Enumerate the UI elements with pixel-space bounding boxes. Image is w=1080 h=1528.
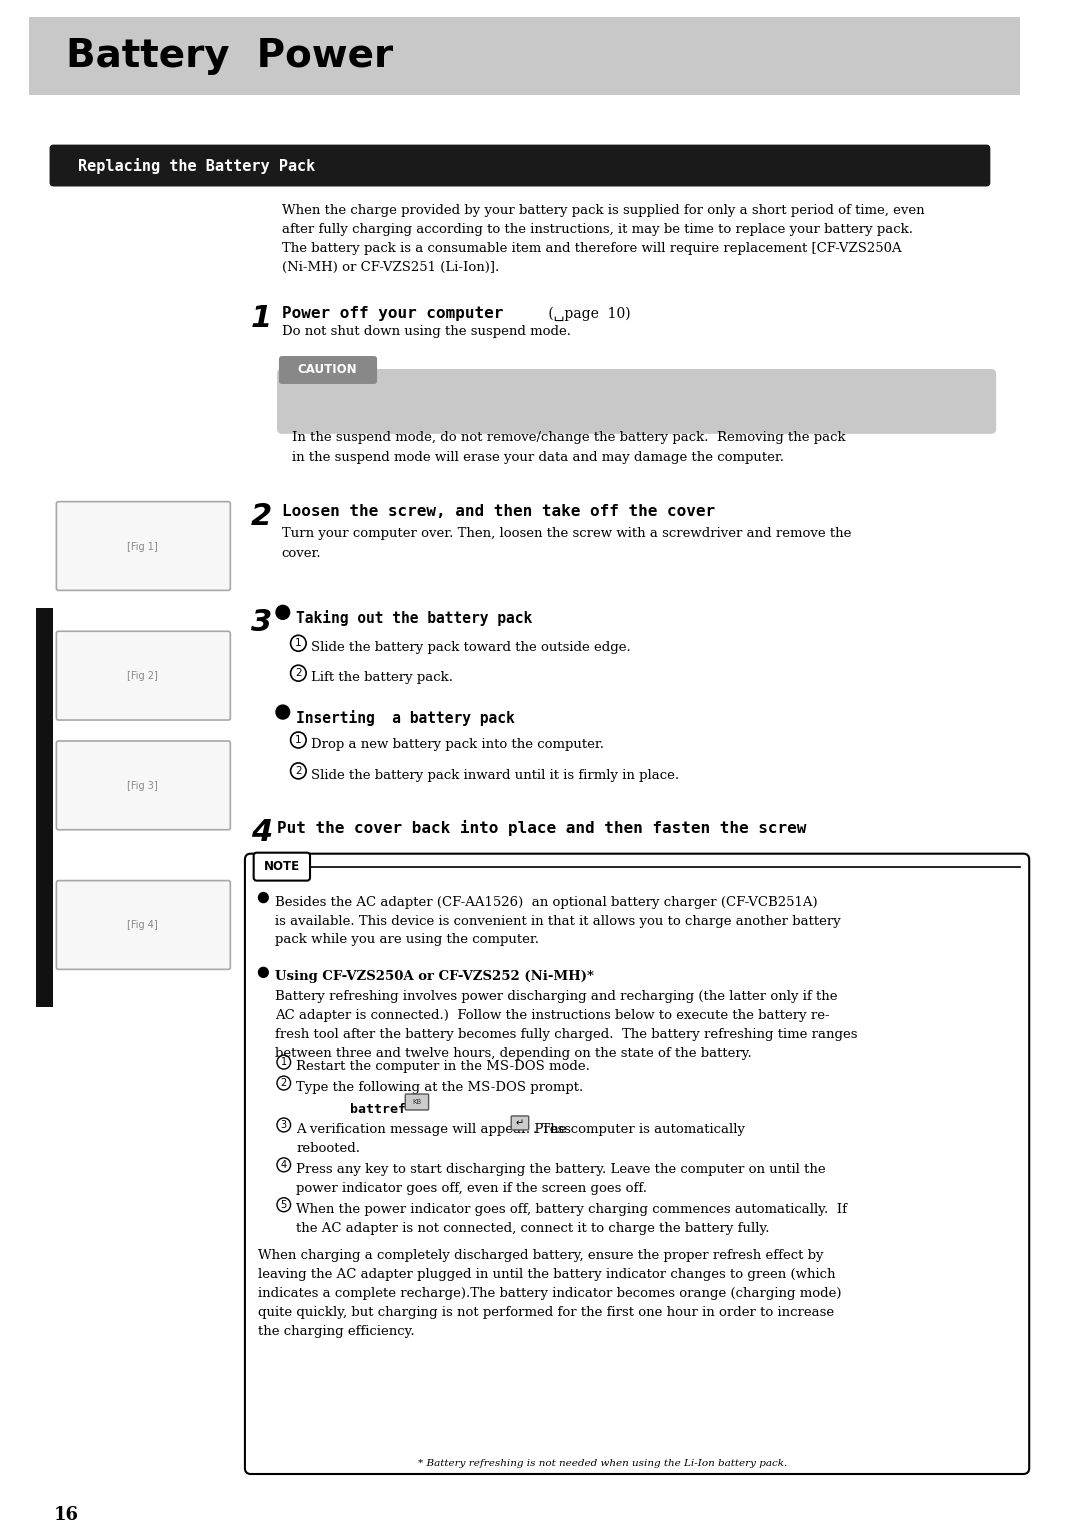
Text: When the power indicator goes off, battery charging commences automatically.  If: When the power indicator goes off, batte… [296,1203,848,1216]
Text: Power off your computer: Power off your computer [282,306,503,321]
Text: CAUTION: CAUTION [298,364,357,376]
Text: 3: 3 [251,608,272,637]
Text: 2: 2 [281,1079,287,1088]
Text: [Fig 1]: [Fig 1] [127,541,159,552]
Text: 4: 4 [251,817,272,847]
Text: [Fig 2]: [Fig 2] [127,671,159,681]
Text: Inserting  a battery pack: Inserting a battery pack [296,711,515,726]
Text: 1: 1 [281,1057,287,1067]
Text: Battery refreshing involves power discharging and recharging (the latter only if: Battery refreshing involves power discha… [275,990,858,1060]
Text: the AC adapter is not connected, connect it to charge the battery fully.: the AC adapter is not connected, connect… [296,1222,770,1235]
Text: power indicator goes off, even if the screen goes off.: power indicator goes off, even if the sc… [296,1181,647,1195]
FancyBboxPatch shape [511,1115,529,1129]
FancyBboxPatch shape [279,356,377,384]
Text: rebooted.: rebooted. [296,1141,361,1155]
Text: ↵: ↵ [516,1118,524,1128]
Text: Slide the battery pack toward the outside edge.: Slide the battery pack toward the outsid… [311,642,631,654]
FancyBboxPatch shape [276,368,996,434]
Text: Lift the battery pack.: Lift the battery pack. [311,671,453,685]
Text: Besides the AC adapter (CF-AA1526)  an optional battery charger (CF-VCB251A): Besides the AC adapter (CF-AA1526) an op… [275,895,818,909]
Text: 16: 16 [53,1507,79,1523]
Text: 1: 1 [295,639,301,648]
Text: . The computer is automatically: . The computer is automatically [532,1123,744,1135]
Text: In the suspend mode, do not remove/change the battery pack.  Removing the pack
i: In the suspend mode, do not remove/chang… [292,431,846,465]
Text: battref: battref [350,1103,406,1115]
Text: KB: KB [413,1099,421,1105]
Text: Replacing the Battery Pack: Replacing the Battery Pack [78,157,315,174]
FancyBboxPatch shape [56,631,230,720]
FancyBboxPatch shape [405,1094,429,1109]
Text: Taking out the battery pack: Taking out the battery pack [296,610,532,626]
Text: * Battery refreshing is not needed when using the Li-Ion battery pack.: * Battery refreshing is not needed when … [418,1459,787,1468]
FancyBboxPatch shape [254,853,310,880]
FancyBboxPatch shape [56,741,230,830]
Text: is available. This device is convenient in that it allows you to charge another : is available. This device is convenient … [275,915,841,927]
Text: When charging a completely discharged battery, ensure the proper refresh effect : When charging a completely discharged ba… [257,1248,841,1337]
FancyBboxPatch shape [50,145,990,186]
Text: 1: 1 [251,304,272,333]
Text: 3: 3 [281,1120,287,1129]
Circle shape [276,704,289,720]
Text: NOTE: NOTE [264,860,300,872]
FancyBboxPatch shape [29,17,1021,95]
FancyBboxPatch shape [56,501,230,590]
Circle shape [258,967,268,978]
Text: Using CF-VZS250A or CF-VZS252 (Ni-MH)*: Using CF-VZS250A or CF-VZS252 (Ni-MH)* [275,970,594,984]
Circle shape [258,892,268,903]
Text: A verification message will appear. Press: A verification message will appear. Pres… [296,1123,571,1135]
Text: [Fig 4]: [Fig 4] [127,920,159,931]
Text: Loosen the screw, and then take off the cover: Loosen the screw, and then take off the … [282,504,715,518]
Text: Turn your computer over. Then, loosen the screw with a screwdriver and remove th: Turn your computer over. Then, loosen th… [282,527,851,539]
FancyBboxPatch shape [56,880,230,969]
Text: Type the following at the MS-DOS prompt.: Type the following at the MS-DOS prompt. [296,1082,583,1094]
Text: [Fig 3]: [Fig 3] [127,781,159,792]
Text: 5: 5 [281,1199,287,1210]
Text: Press any key to start discharging the battery. Leave the computer on until the: Press any key to start discharging the b… [296,1163,826,1177]
Bar [36,608,53,1007]
Text: 2: 2 [295,766,301,776]
Text: Slide the battery pack inward until it is firmly in place.: Slide the battery pack inward until it i… [311,769,679,782]
FancyBboxPatch shape [245,854,1029,1475]
Text: Battery  Power: Battery Power [66,37,393,75]
Circle shape [276,605,289,619]
Text: 1: 1 [295,735,301,746]
Text: Do not shut down using the suspend mode.: Do not shut down using the suspend mode. [282,325,571,338]
Text: Drop a new battery pack into the computer.: Drop a new battery pack into the compute… [311,738,604,750]
Text: 4: 4 [281,1160,287,1170]
Text: (␣page  10): (␣page 10) [544,306,631,321]
Text: cover.: cover. [282,547,322,559]
Text: When the charge provided by your battery pack is supplied for only a short perio: When the charge provided by your battery… [282,205,924,275]
Text: Restart the computer in the MS-DOS mode.: Restart the computer in the MS-DOS mode. [296,1060,591,1073]
Text: 2: 2 [295,668,301,678]
Text: Put the cover back into place and then fasten the screw: Put the cover back into place and then f… [276,821,807,836]
Text: 2: 2 [251,501,272,530]
Text: pack while you are using the computer.: pack while you are using the computer. [275,934,539,946]
